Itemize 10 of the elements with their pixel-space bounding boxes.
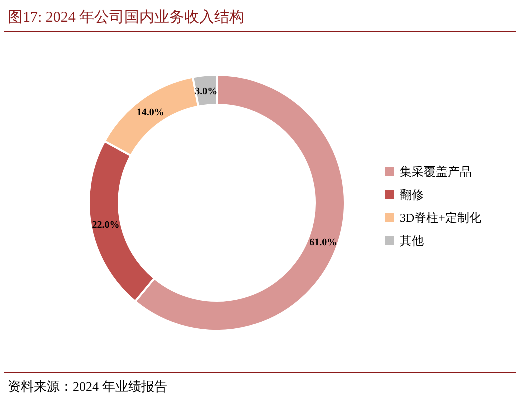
data-label: 22.0%	[92, 220, 120, 232]
data-label: 3.0%	[195, 86, 218, 98]
legend-label: 翻修	[400, 188, 424, 202]
data-label: 14.0%	[136, 108, 164, 119]
legend-label: 3D脊柱+定制化	[400, 211, 482, 225]
title: 图17: 2024 年公司国内业务收入结构	[8, 10, 245, 26]
data-label: 61.0%	[310, 237, 338, 248]
legend-label: 集采覆盖产品	[400, 165, 472, 179]
text: 资料来源：2024 年业绩报告	[8, 379, 168, 394]
legend-label: 其他	[400, 234, 424, 248]
